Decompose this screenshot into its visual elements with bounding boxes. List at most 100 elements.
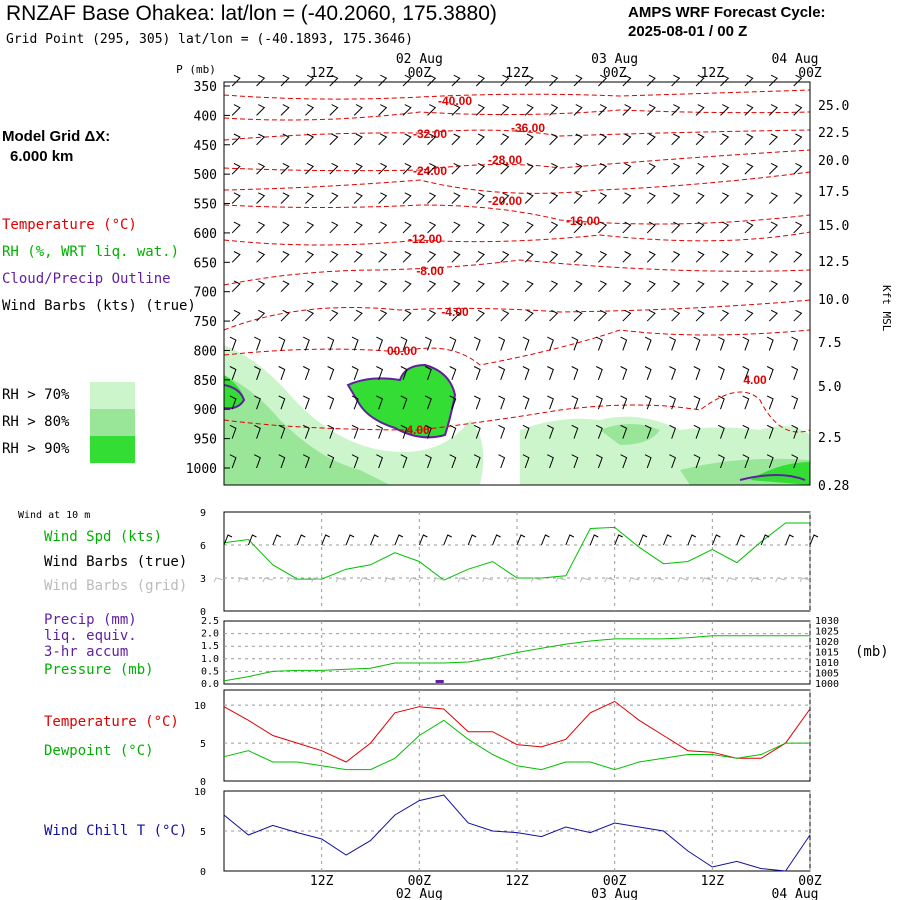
wind-barb [424,424,432,439]
wind-barb [622,74,632,87]
surface-barb-grid [213,577,225,583]
wind-barb [254,454,261,469]
wind-barb [766,366,774,381]
surface-barb-true [589,534,599,546]
wind-barb [475,162,485,175]
temperature-contour-label: -40.00 [438,94,472,108]
wind-barb [717,454,725,469]
kft-level-label: 17.5 [818,185,849,200]
wind-barb [720,280,730,293]
wind-barb [549,309,559,322]
wind-barb [402,162,412,175]
wind-barb [500,162,510,175]
wind-barb [646,251,656,263]
rh-swatch-90 [90,436,135,463]
wind-barb [451,74,461,87]
wind-barb [402,251,412,263]
wind-barb [646,74,656,87]
dewpoint-label: Dewpoint (°C) [44,743,154,759]
surface-barb-true [736,534,745,546]
wind-barb [522,395,530,410]
wind-barb [720,221,730,234]
bottom-date-label: 04 Aug [772,887,819,900]
wind-barb [498,366,506,381]
wind-barb [256,74,266,87]
wind-barb [498,454,506,469]
wind-barb [280,192,290,204]
wind-barb [451,162,461,175]
wind-barb [402,74,412,87]
pressure-ytick: 1005 [815,669,839,680]
wind-barb [646,280,656,293]
wind-barb [256,104,266,116]
wind-barb [744,251,754,263]
wind-barb [549,221,559,234]
wind-barb [256,280,266,293]
wind-barb [302,336,310,351]
p-level-label: 400 [194,109,217,124]
wind-barb [329,221,339,234]
surface-barb-true [345,534,355,546]
wind-barb [695,74,705,87]
p-level-label: 500 [194,168,217,183]
wind-barb [524,221,534,234]
wind-barb [669,454,677,469]
legend-rh: RH (%, WRT liq. wat.) [2,244,180,260]
wind-barb [353,104,363,116]
wind-barb [622,309,632,322]
wind-barb [644,336,652,351]
rh-swatch-80 [90,409,135,436]
wind-barb [278,454,286,469]
temperature-contour [223,89,811,100]
surface-barb-true [418,534,428,546]
wind-barb [646,309,656,322]
p-level-label: 350 [194,80,217,95]
surface-barb-true [223,534,233,546]
wind-barb [427,162,437,175]
surface-barb-grid [653,577,664,583]
wind-barb [278,366,286,381]
wind-barb [498,424,506,439]
rh-90-left [224,375,245,409]
wind-barb [768,192,778,204]
dewpoint-line [223,719,810,771]
wind-barb [620,366,628,381]
kft-level-label: 25.0 [818,99,849,114]
wind-barb [671,74,681,87]
wind-barb [329,133,339,146]
wind-barb [793,221,803,234]
wind-barb [524,74,534,87]
wind-barb [522,336,530,351]
p-level-label: 700 [194,286,217,301]
temperature-contour-label: -20.00 [488,194,522,208]
wind-barb [622,221,632,234]
wind-barb [254,336,261,351]
wind-barb [573,221,583,234]
wind-barb [353,74,363,87]
p-level-label: 1000 [186,462,217,477]
wind-barb [402,221,412,234]
surface-barb-true [711,534,721,546]
grid-line-1: Model Grid ΔX: [2,128,111,145]
wind-barb [720,74,730,87]
surface-barb-grid [726,577,737,583]
wind-barb [571,395,579,410]
kft-level-label: 12.5 [818,255,849,270]
top-time-tick: 00Z [603,66,627,81]
wind-barb [329,309,339,322]
wind-barb [353,251,363,263]
wind-barb [598,133,608,146]
wind-barb [646,162,656,175]
wind-barb [449,424,457,439]
rh-shading [223,345,810,485]
temperature-contour [223,204,811,225]
wind-barb [427,74,437,87]
wind-barb [744,309,754,322]
wind-barb [571,366,579,381]
wind-barb [768,280,778,293]
wind-barb [329,74,339,87]
wind-barb [329,104,339,116]
legend-cloud: Cloud/Precip Outline [2,271,171,287]
wind-barb [256,221,266,234]
